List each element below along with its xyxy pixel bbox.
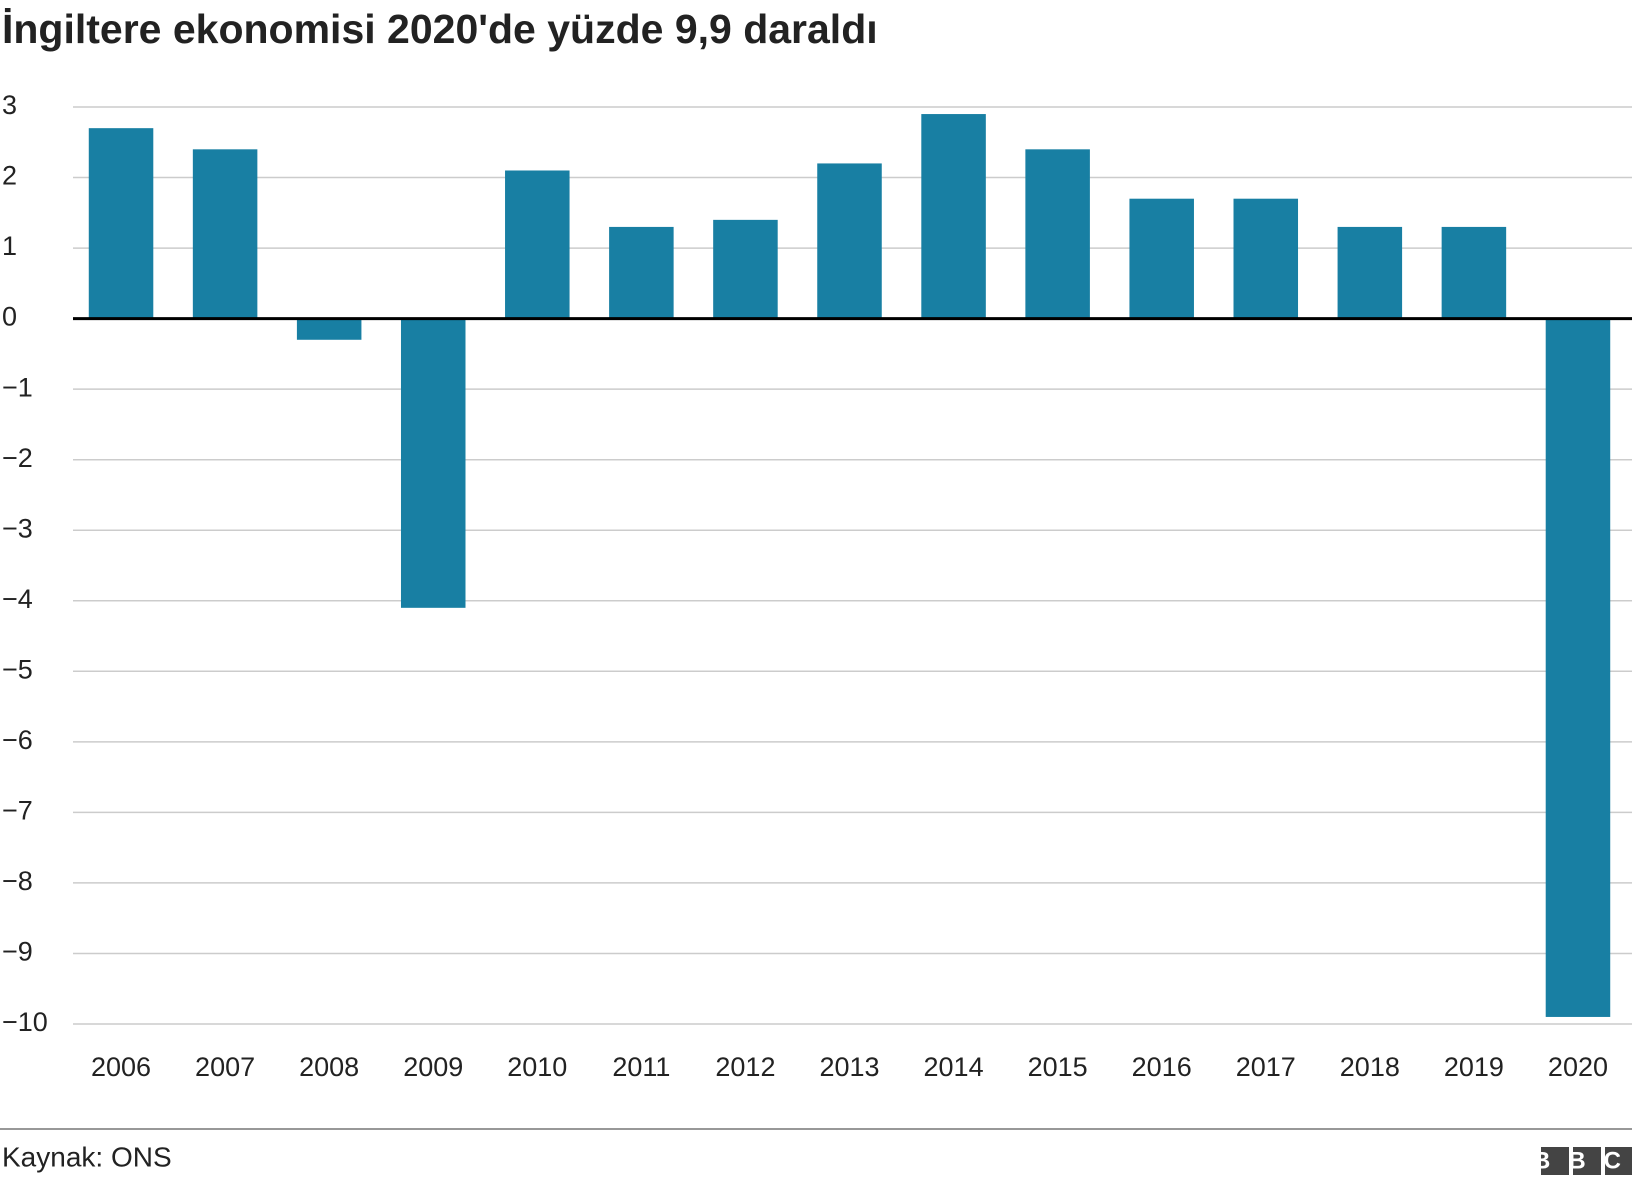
logo-box [1573,1147,1601,1175]
x-tick-label: 2014 [924,1052,984,1082]
bar [713,219,778,319]
logo-box [1541,1147,1569,1175]
x-tick-label: 2020 [1548,1052,1608,1082]
bar [88,128,154,319]
bar [505,170,570,319]
bar [296,318,362,340]
x-tick-label: 2009 [403,1052,463,1082]
x-tick-label: 2018 [1340,1052,1400,1082]
bar [921,114,986,319]
x-tick-label: 2006 [91,1052,151,1082]
y-tick-label: −6 [2,725,33,755]
bar [1025,149,1090,319]
x-tick-label: 2016 [1132,1052,1192,1082]
y-tick-label: 2 [2,161,17,191]
y-tick-label: 3 [2,90,17,120]
chart-title: İngiltere ekonomisi 2020'de yüzde 9,9 da… [2,6,878,52]
y-tick-label: 0 [2,302,17,332]
source: Kaynak: ONS [2,1141,172,1172]
y-tick-label: −4 [2,584,33,614]
y-tick-label: −2 [2,443,33,473]
x-tick-label: 2017 [1236,1052,1296,1082]
y-tick-label: −5 [2,654,33,684]
bar [400,318,466,608]
logo-box [1605,1147,1632,1175]
bar [1233,198,1299,319]
y-tick-label: −3 [2,513,33,543]
y-tick-label: −10 [2,1007,48,1037]
x-tick-label: 2012 [715,1052,775,1082]
x-tick-label: 2019 [1444,1052,1504,1082]
x-tick-label: 2008 [299,1052,359,1082]
x-tick-label: 2007 [195,1052,255,1082]
bar [817,163,882,319]
bar [1545,318,1611,1017]
y-tick-label: −1 [2,372,33,402]
bar [1441,226,1507,319]
y-tick-label: −9 [2,937,33,967]
y-tick-label: −8 [2,866,33,896]
y-tick-label: 1 [2,231,17,261]
bar [609,226,674,319]
x-tick-label: 2010 [507,1052,567,1082]
x-tick-label: 2015 [1028,1052,1088,1082]
bar [1337,226,1403,319]
logo-text: BBC [1533,1147,1632,1174]
logo: BBC [1533,1147,1632,1175]
x-tick-label: 2013 [819,1052,879,1082]
y-tick-label: −7 [2,796,33,826]
bar [192,149,258,319]
x-tick-label: 2011 [612,1052,670,1082]
bar [1129,198,1194,319]
